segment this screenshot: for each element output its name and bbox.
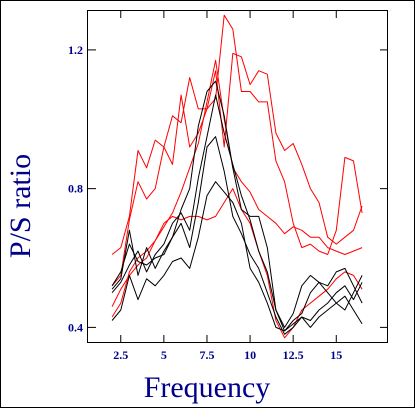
- x-axis-title: Frequency: [144, 371, 271, 404]
- x-tick-label: 10: [244, 348, 256, 362]
- series-line-5: [111, 80, 363, 332]
- series-layer: [111, 14, 363, 339]
- tick-layer: 2.5 5 7.5 10 12.5 15 0.4 0.8 1.2: [68, 10, 388, 362]
- y-axis-title: P/S ratio: [4, 154, 37, 258]
- series-line-4: [111, 188, 363, 339]
- x-tick-label: 7.5: [199, 348, 214, 362]
- x-tick-label: 5: [161, 348, 167, 362]
- x-tick-label: 15: [330, 348, 342, 362]
- series-line-2: [111, 52, 363, 287]
- series-line-1: [111, 14, 363, 255]
- series-line-6: [111, 94, 363, 328]
- x-tick-label: 12.5: [283, 348, 304, 362]
- x-tick-label: 2.5: [113, 348, 128, 362]
- y-tick-label: 1.2: [68, 43, 83, 57]
- plot-frame: [87, 10, 388, 343]
- series-line-3: [111, 59, 363, 307]
- series-line-8: [111, 181, 363, 332]
- y-tick-label: 0.8: [68, 182, 83, 196]
- series-line-7: [111, 136, 363, 335]
- y-tick-label: 0.4: [68, 320, 83, 334]
